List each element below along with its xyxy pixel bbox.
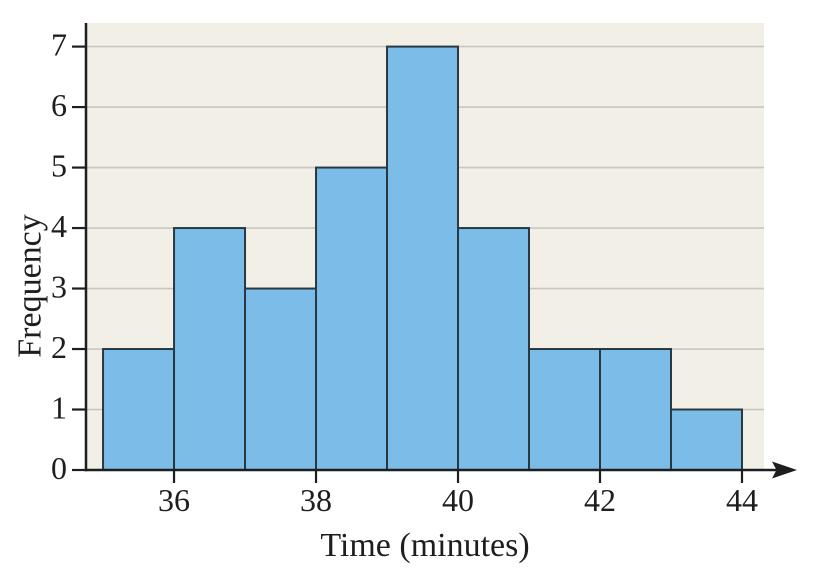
y-axis-title: Frequency: [12, 214, 49, 358]
histogram-bar-39-40: [386, 45, 460, 471]
y-tick-label-7: 7: [51, 27, 67, 63]
x-tick-label-38: 38: [300, 482, 332, 518]
y-tick-label-3: 3: [51, 269, 67, 305]
histogram-bar-41-42: [528, 348, 602, 471]
y-tick-label-2: 2: [51, 329, 67, 365]
x-tick-label-40: 40: [442, 482, 474, 518]
x-axis-title: Time (minutes): [320, 527, 529, 564]
x-tick-label-42: 42: [584, 482, 616, 518]
histogram-bar-35-36: [102, 348, 176, 471]
histogram-bar-36-37: [173, 227, 247, 471]
histogram-bar-43-44: [669, 408, 743, 471]
histogram-bar-40-41: [457, 227, 531, 471]
x-tick-label-36: 36: [158, 482, 190, 518]
y-tick-label-0: 0: [51, 450, 67, 486]
x-axis-arrowhead: [772, 461, 797, 479]
y-tick-label-6: 6: [51, 87, 67, 123]
x-tick-label-44: 44: [726, 482, 758, 518]
histogram-bar-42-43: [599, 348, 672, 471]
y-tick-label-5: 5: [51, 148, 67, 184]
histogram-bar-38-39: [315, 166, 389, 471]
histogram-bar-37-38: [244, 287, 318, 472]
y-tick-label-1: 1: [51, 390, 67, 426]
y-tick-label-4: 4: [51, 208, 67, 244]
